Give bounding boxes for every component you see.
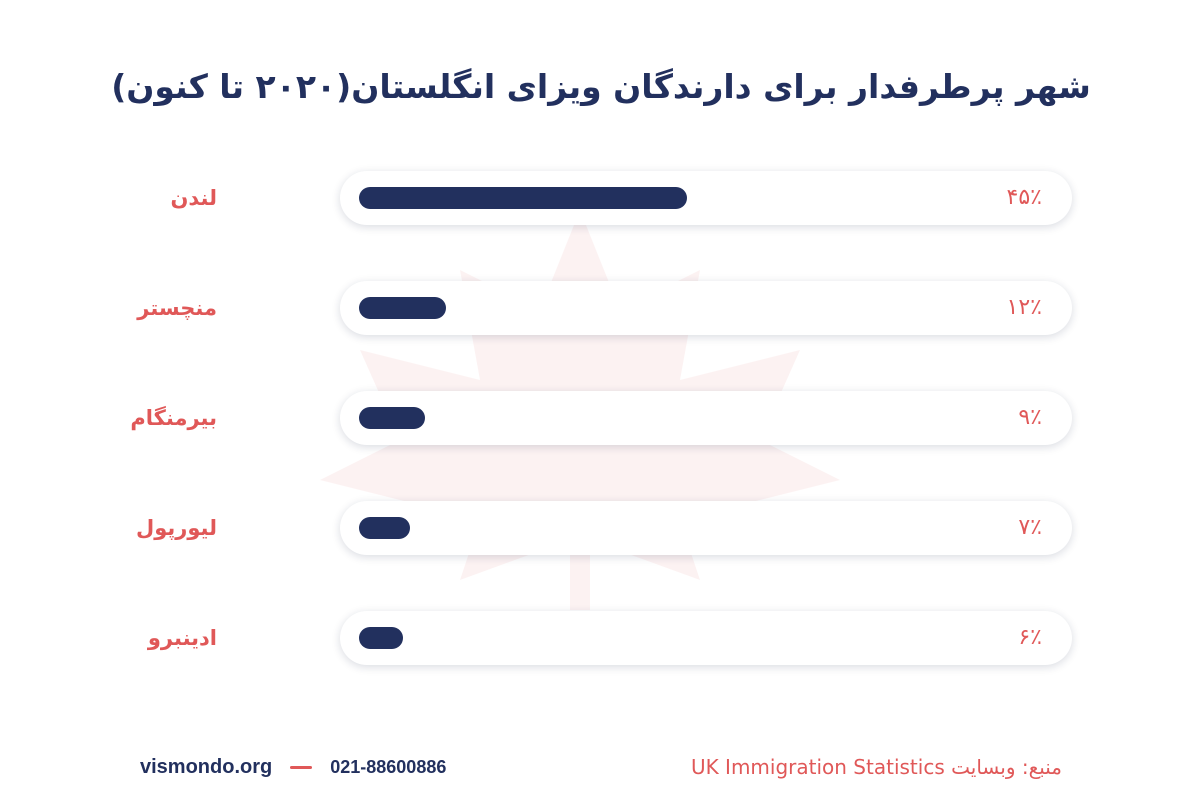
bar-track: ۹٪: [340, 391, 1072, 445]
value-label: ۱۲٪: [1006, 295, 1042, 320]
value-label: ۹٪: [1018, 405, 1042, 430]
bar: [359, 297, 447, 319]
bar: [359, 187, 687, 209]
category-label: لندن: [170, 186, 217, 210]
bar-track: ۶٪: [340, 611, 1072, 665]
bar: [359, 517, 410, 539]
source-credit: منبع: وبسایت UK Immigration Statistics: [690, 755, 1062, 779]
separator-dash: [290, 765, 313, 769]
value-label: ۶٪: [1018, 625, 1042, 650]
value-label: ۷٪: [1018, 515, 1042, 540]
bar-track: ۱۲٪: [340, 281, 1072, 335]
category-label: منچستر: [137, 296, 217, 320]
website-link[interactable]: vismondo.org: [140, 755, 273, 778]
bar: [359, 627, 403, 649]
bar: [359, 407, 425, 429]
phone-number[interactable]: 021-88600886: [330, 756, 447, 777]
bar-track: ۴۵٪: [340, 171, 1072, 225]
value-label: ۴۵٪: [1006, 185, 1042, 210]
category-label: لیورپول: [136, 516, 217, 540]
category-label: ادینبرو: [147, 626, 217, 650]
category-label: بیرمنگام: [130, 406, 217, 430]
chart-title: شهر پرطرفدار برای دارندگان ویزای انگلستا…: [111, 67, 1091, 106]
bar-track: ۷٪: [340, 501, 1072, 555]
footer-contact: vismondo.org 021-88600886: [140, 752, 446, 782]
